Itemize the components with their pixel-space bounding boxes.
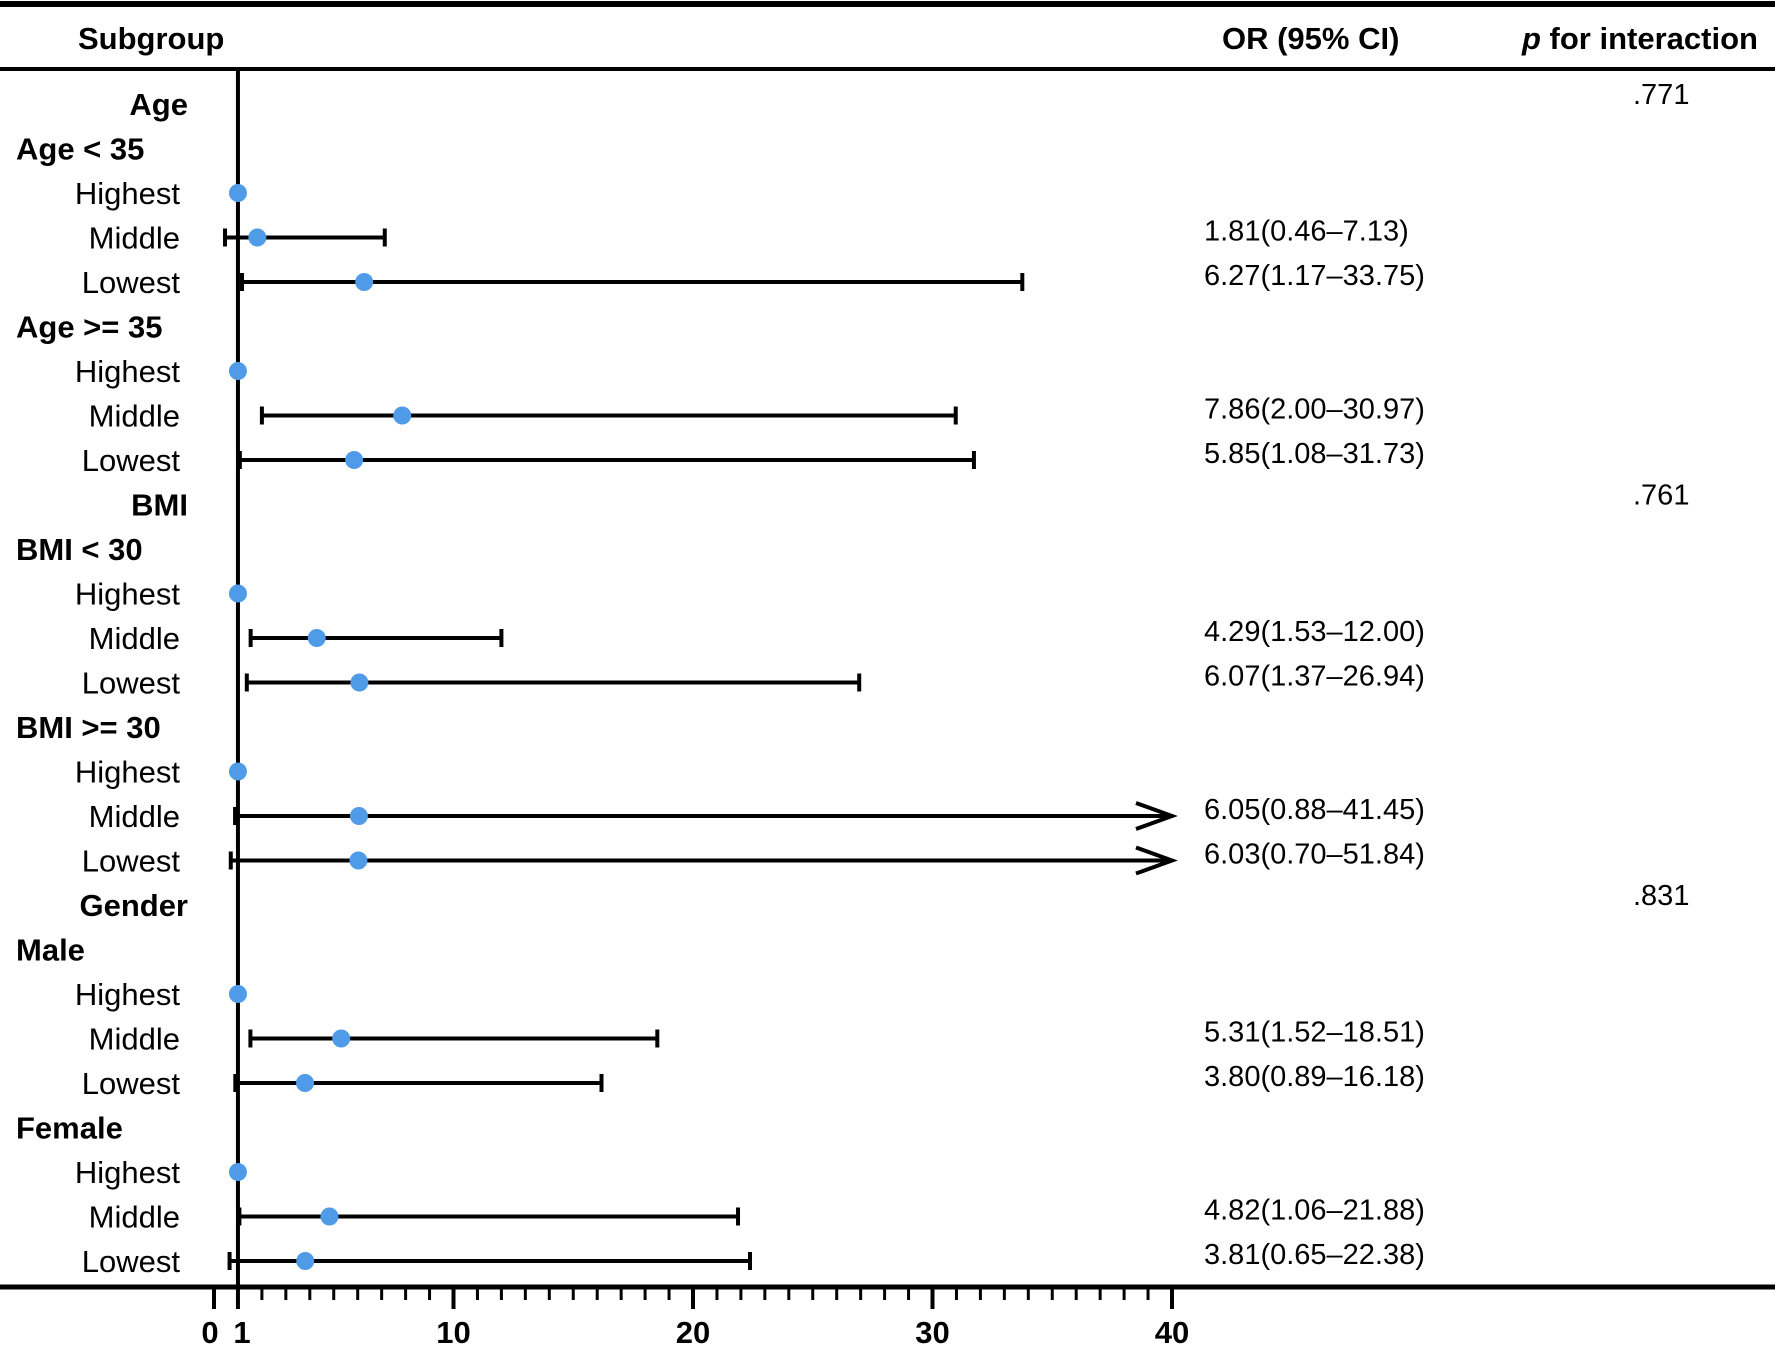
level-label: Middle <box>89 621 180 656</box>
or-point <box>228 1163 247 1181</box>
subgroup-label: BMI >= 30 <box>16 710 161 745</box>
or-point <box>349 851 368 870</box>
level-label: Lowest <box>82 443 181 478</box>
or-point <box>228 362 247 380</box>
variable-label: Age <box>129 87 188 122</box>
x-axis: 0 1 10 20 30 40 <box>201 1287 1189 1350</box>
level-label: Middle <box>89 799 180 834</box>
ci-arrow <box>1135 801 1178 831</box>
or-ci-text: 6.07(1.37–26.94) <box>1204 661 1425 693</box>
or-point <box>393 406 412 425</box>
or-point <box>228 985 247 1003</box>
x-tick-label: 10 <box>436 1315 470 1350</box>
level-label: Highest <box>75 755 180 790</box>
level-label: Lowest <box>82 666 181 701</box>
header-p-italic: p <box>1521 21 1541 56</box>
or-point <box>248 228 267 247</box>
level-label: Middle <box>89 1200 180 1235</box>
level-label: Middle <box>89 399 180 434</box>
level-label: Lowest <box>82 1066 181 1101</box>
or-ci-text: 4.82(1.06–21.88) <box>1204 1195 1425 1227</box>
or-ci-text: 5.31(1.52–18.51) <box>1204 1017 1425 1049</box>
p-interaction-value: .831 <box>1633 880 1689 912</box>
header-p-rest: for interaction <box>1541 21 1758 56</box>
or-ci-text: 1.81(0.46–7.13) <box>1204 216 1409 248</box>
x-tick-label: 1 <box>233 1315 250 1350</box>
p-interaction-value: .761 <box>1633 480 1689 512</box>
or-point <box>332 1029 351 1048</box>
or-point <box>228 762 247 781</box>
level-label: Highest <box>75 977 180 1012</box>
or-point <box>296 1074 315 1092</box>
or-ci-text: 6.27(1.17–33.75) <box>1204 260 1425 292</box>
subgroup-label: Age >= 35 <box>16 310 162 345</box>
x-tick-label: 0 <box>201 1315 218 1350</box>
or-point <box>349 807 368 825</box>
x-tick-label: 30 <box>915 1315 949 1350</box>
level-label: Highest <box>75 354 180 389</box>
level-label: Middle <box>89 1022 180 1057</box>
variable-label: Gender <box>79 888 188 923</box>
or-point <box>296 1252 315 1270</box>
or-ci-text: 3.81(0.65–22.38) <box>1204 1239 1425 1271</box>
header-subgroup: Subgroup <box>78 21 224 56</box>
or-ci-text: 6.03(0.70–51.84) <box>1204 839 1425 871</box>
x-tick-label: 20 <box>676 1315 710 1350</box>
subgroup-label: Age < 35 <box>16 132 144 167</box>
level-label: Lowest <box>82 1244 181 1279</box>
or-ci-text: 4.29(1.53–12.00) <box>1204 616 1425 648</box>
level-label: Lowest <box>82 265 181 300</box>
or-ci-text: 6.05(0.88–41.45) <box>1204 794 1425 826</box>
ci-arrow <box>1135 845 1178 876</box>
or-point <box>307 629 326 647</box>
variable-label: BMI <box>131 488 188 523</box>
subgroup-label: BMI < 30 <box>16 532 143 567</box>
header-p-interaction: p for interaction <box>1521 21 1758 56</box>
or-point <box>228 184 247 202</box>
level-label: Lowest <box>82 844 181 879</box>
level-label: Middle <box>89 221 180 256</box>
subgroup-label: Female <box>16 1111 123 1146</box>
level-label: Highest <box>75 1155 180 1190</box>
x-tick-label: 40 <box>1155 1315 1189 1350</box>
subgroup-label: Male <box>16 933 85 968</box>
or-point <box>355 273 374 291</box>
header-or-ci: OR (95% CI) <box>1222 21 1399 56</box>
level-label: Highest <box>75 577 180 612</box>
or-ci-text: 7.86(2.00–30.97) <box>1204 394 1425 426</box>
p-interaction-value: .771 <box>1633 79 1689 111</box>
or-point <box>350 673 369 692</box>
rows-layer: Age .771 Age < 35 Highest Middle 1.81(0.46–7.… <box>16 69 1689 1287</box>
or-ci-text: 5.85(1.08–31.73) <box>1204 438 1425 470</box>
or-ci-text: 3.80(0.89–16.18) <box>1204 1061 1425 1093</box>
or-point <box>228 584 247 603</box>
or-point <box>345 451 364 469</box>
or-point <box>320 1207 339 1226</box>
level-label: Highest <box>75 176 180 211</box>
